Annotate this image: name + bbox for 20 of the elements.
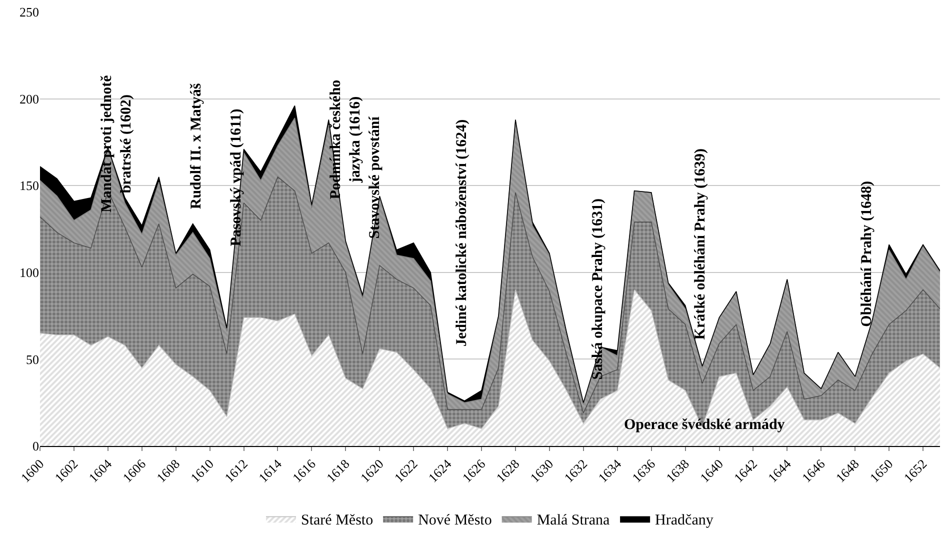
- y-tick-label: 200: [20, 91, 39, 106]
- annotation: Operace švédské armády: [624, 417, 786, 433]
- annotation: Krátké obléhání Prahy (1639): [692, 148, 708, 340]
- annotation: Podmínka českého jazyka (1616): [328, 80, 364, 200]
- legend-label: Malá Strana: [536, 512, 610, 529]
- annotation: Stavovské povstání: [366, 116, 383, 239]
- legend-label: Hradčany: [655, 512, 714, 529]
- y-tick-label: 250: [20, 4, 39, 20]
- y-tick-label: 0: [32, 438, 39, 454]
- annotation: Saská okupace Prahy (1631): [590, 198, 606, 380]
- legend-label: Nové Město: [418, 512, 492, 529]
- annotation: Mandát proti jednotě bratrské (1602): [98, 74, 134, 212]
- annotation: Jediné katolické náboženství (1624): [454, 119, 470, 346]
- legend-label: Staré Město: [301, 512, 374, 529]
- y-tick-label: 150: [20, 178, 39, 194]
- annotation: Pasovský vpád (1611): [228, 108, 244, 246]
- y-tick-label: 100: [20, 264, 39, 280]
- annotation: Obléhání Prahy (1648): [859, 180, 876, 327]
- y-tick-label: 50: [26, 352, 39, 367]
- annotation: Rudolf II. x Matyáš: [188, 83, 204, 210]
